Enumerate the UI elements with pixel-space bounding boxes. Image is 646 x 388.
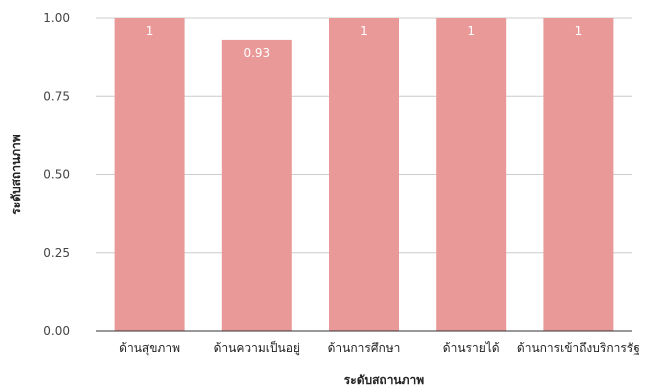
data-label: 1 xyxy=(360,24,368,38)
x-category-labels: ด้านสุขภาพ ด้านความเป็นอยู่ ด้านการศึกษา ด้… xyxy=(119,340,640,356)
bar xyxy=(221,39,292,331)
x-axis-title: ระดับสถานภาพ xyxy=(344,373,424,387)
bar xyxy=(114,18,185,331)
x-tick-label: ด้านสุขภาพ xyxy=(119,341,180,356)
data-label: 1 xyxy=(575,24,583,38)
y-axis-title: ระดับสถานภาพ xyxy=(9,134,23,214)
data-label: 1 xyxy=(146,24,154,38)
bar xyxy=(436,18,507,331)
x-tick-label: ด้านรายได้ xyxy=(443,341,500,355)
y-tick-labels: 0.00 0.25 0.50 0.75 1.00 xyxy=(43,11,70,338)
x-tick-label: ด้านการเข้าถึงบริการรัฐ xyxy=(517,341,640,355)
y-tick-label: 0.25 xyxy=(43,246,70,260)
y-tick-label: 0.50 xyxy=(43,168,70,182)
x-tick-label: ด้านการศึกษา xyxy=(328,341,401,355)
y-tick-label: 0.75 xyxy=(43,89,70,103)
bar xyxy=(329,18,399,331)
y-tick-label: 1.00 xyxy=(43,11,70,25)
data-label: 0.93 xyxy=(243,46,270,60)
bar xyxy=(543,18,614,331)
data-label: 1 xyxy=(467,24,475,38)
y-tick-label: 0.00 xyxy=(43,324,70,338)
x-tick-label: ด้านความเป็นอยู่ xyxy=(214,340,300,356)
bars: 1 0.93 1 1 1 xyxy=(114,18,614,331)
